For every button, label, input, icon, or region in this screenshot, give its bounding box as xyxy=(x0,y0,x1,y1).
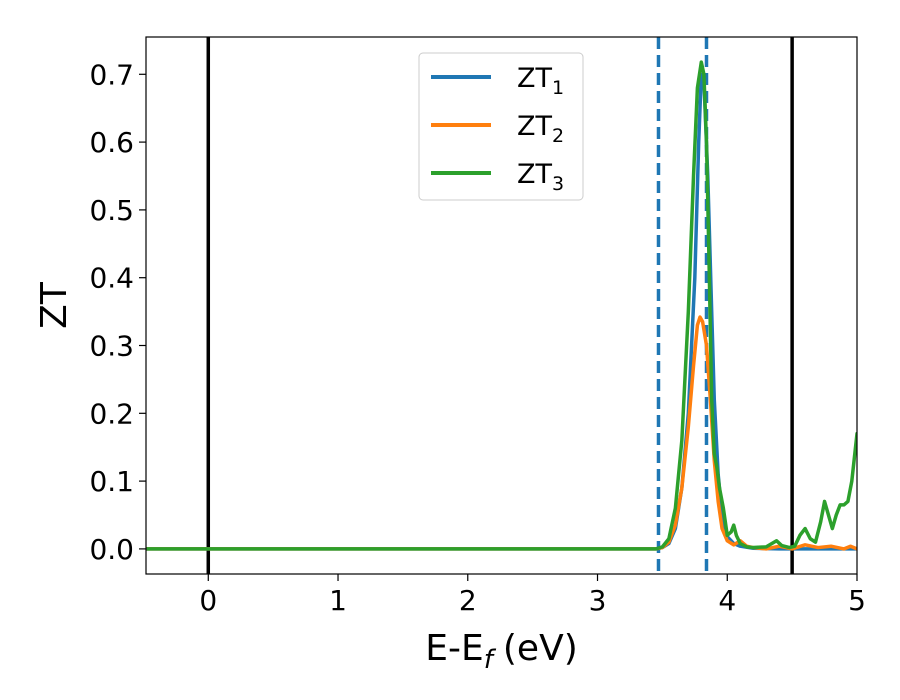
x-axis-label-unit: (eV) xyxy=(503,628,578,669)
y-tick-label-2: 0.2 xyxy=(89,397,134,430)
legend: ZT1 ZT2 ZT3 xyxy=(418,52,584,201)
legend-label-1: ZT1 xyxy=(517,63,564,99)
series-line-3 xyxy=(146,60,857,551)
x-tick-label-3: 3 xyxy=(589,584,607,617)
y-axis-ticks: 0.0 0.1 0.2 0.3 0.4 0.5 0.6 0.7 xyxy=(89,58,146,566)
series-lines xyxy=(146,60,857,551)
x-tick-label-5: 5 xyxy=(848,584,866,617)
x-tick-label-4: 4 xyxy=(718,584,736,617)
y-tick-label-3: 0.3 xyxy=(89,330,134,363)
legend-label-3: ZT3 xyxy=(517,159,564,195)
y-tick-label-0: 0.0 xyxy=(89,533,134,566)
y-axis-label: ZT xyxy=(34,281,75,329)
x-axis-label-main: E-E xyxy=(425,628,483,669)
plot-frame xyxy=(145,36,858,575)
legend-label-2: ZT2 xyxy=(517,111,564,147)
x-axis-label: E-Ef (eV) xyxy=(425,628,578,675)
x-axis-ticks: 0 1 2 3 4 5 xyxy=(199,574,866,617)
legend-box xyxy=(418,52,584,201)
x-tick-label-1: 1 xyxy=(329,584,347,617)
series-line-2 xyxy=(146,315,857,551)
y-tick-label-4: 0.4 xyxy=(89,262,134,295)
x-axis-label-sub: f xyxy=(484,645,497,675)
y-tick-label-7: 0.7 xyxy=(89,58,134,91)
y-tick-label-5: 0.5 xyxy=(89,194,134,227)
y-tick-label-1: 0.1 xyxy=(89,465,134,498)
x-tick-label-2: 2 xyxy=(459,584,477,617)
y-tick-label-6: 0.6 xyxy=(89,126,134,159)
reference-lines xyxy=(206,37,794,574)
x-tick-label-0: 0 xyxy=(199,584,217,617)
